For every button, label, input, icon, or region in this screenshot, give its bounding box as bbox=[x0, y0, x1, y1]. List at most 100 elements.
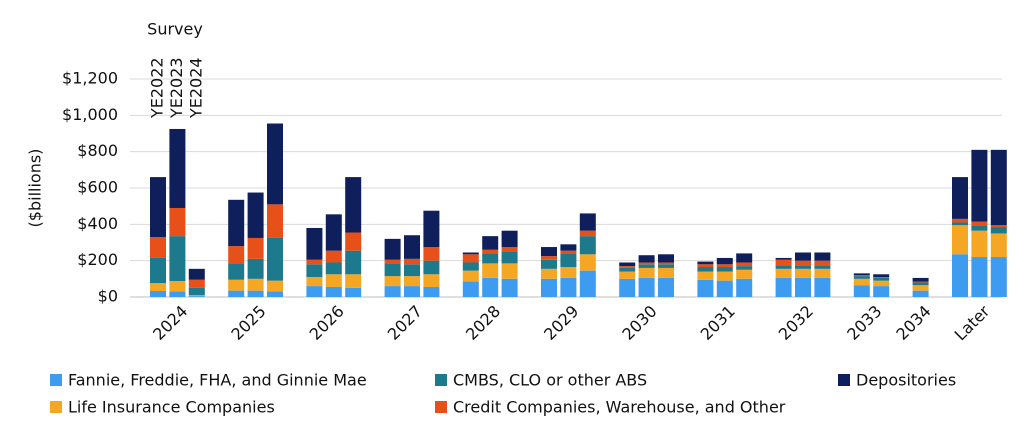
bar-segment bbox=[971, 257, 988, 297]
y-tick-label: $800 bbox=[77, 141, 118, 160]
bar-segment bbox=[150, 291, 166, 297]
bar-segment bbox=[795, 252, 811, 261]
bar-segment bbox=[541, 256, 557, 260]
bar-segment bbox=[384, 259, 401, 264]
bar-segment bbox=[795, 268, 811, 278]
bar-segment bbox=[853, 285, 870, 297]
bar-segment bbox=[853, 276, 870, 279]
legend-swatch bbox=[50, 401, 62, 413]
bar-segment bbox=[716, 280, 733, 297]
bar-segment bbox=[658, 254, 674, 263]
bar-segment bbox=[501, 230, 518, 248]
x-tick-label: Later bbox=[951, 301, 994, 344]
bar-segment bbox=[462, 262, 479, 271]
bar-segment bbox=[638, 264, 655, 268]
bar-segment bbox=[697, 267, 714, 272]
bar-segment bbox=[169, 207, 186, 237]
bar-segment bbox=[912, 290, 929, 297]
bar-segment bbox=[853, 273, 870, 276]
legend-label: Life Insurance Companies bbox=[68, 398, 275, 417]
bar-segment bbox=[990, 257, 1007, 297]
bar-segment bbox=[228, 263, 245, 280]
bar-segment bbox=[814, 265, 831, 269]
y-tick-label: $1,000 bbox=[62, 105, 118, 124]
bar-segment bbox=[990, 233, 1007, 258]
bar-segment bbox=[560, 244, 577, 251]
survey-label: YE2023 bbox=[167, 57, 186, 119]
bar-segment bbox=[247, 258, 264, 279]
x-tick-label: 2032 bbox=[775, 302, 817, 344]
bar-segment bbox=[345, 274, 362, 288]
bar-segment bbox=[697, 261, 714, 265]
bar-segment bbox=[541, 278, 557, 297]
bar-segment bbox=[971, 230, 988, 258]
survey-label: YE2024 bbox=[186, 57, 205, 119]
bar-segment bbox=[462, 270, 479, 282]
survey-label: YE2022 bbox=[148, 57, 167, 119]
bar-segment bbox=[853, 278, 870, 286]
bar-segment bbox=[990, 225, 1007, 228]
bar-segment bbox=[579, 236, 596, 255]
bar-segment bbox=[736, 253, 753, 263]
bar-segment bbox=[541, 268, 557, 279]
bar-segment bbox=[150, 237, 166, 258]
bar-segment bbox=[462, 254, 479, 263]
bar-segment bbox=[169, 291, 186, 297]
bar-segment bbox=[501, 278, 518, 297]
bar-segment bbox=[952, 225, 968, 255]
bar-segment bbox=[267, 237, 283, 281]
bar-segment bbox=[736, 278, 753, 297]
bar-segment bbox=[716, 271, 733, 281]
bar-segment bbox=[228, 290, 245, 297]
bar-segment bbox=[658, 277, 674, 297]
bar-segment bbox=[775, 257, 792, 260]
bar-segment bbox=[306, 286, 323, 297]
bar-segment bbox=[697, 271, 714, 280]
y-tick-label: $600 bbox=[77, 178, 118, 197]
y-axis-label: ($billions) bbox=[26, 149, 45, 228]
bar-segment bbox=[619, 267, 636, 272]
bar-segment bbox=[169, 128, 186, 208]
bar-segment bbox=[169, 281, 186, 292]
bar-segment bbox=[306, 259, 323, 265]
bar-segment bbox=[188, 295, 205, 297]
bar-segment bbox=[345, 287, 362, 297]
bar-segment bbox=[384, 238, 401, 260]
legend-swatch bbox=[435, 401, 447, 413]
bar-segment bbox=[560, 267, 577, 278]
bar-segment bbox=[325, 250, 342, 263]
bar-segment bbox=[267, 291, 283, 297]
bar-segment bbox=[619, 278, 636, 297]
bar-segment bbox=[482, 236, 499, 250]
y-tick-label: $400 bbox=[77, 214, 118, 233]
legend-swatch bbox=[838, 374, 850, 386]
survey-title: Survey bbox=[147, 20, 203, 39]
bar-segment bbox=[384, 276, 401, 287]
bar-segment bbox=[501, 251, 518, 264]
bar-segment bbox=[579, 270, 596, 297]
y-tick-label: $1,200 bbox=[62, 69, 118, 88]
bar-segment bbox=[638, 262, 655, 265]
bar-segment bbox=[325, 287, 342, 297]
y-tick-label: $200 bbox=[77, 250, 118, 269]
bar-segment bbox=[775, 259, 792, 266]
bar-segment bbox=[873, 274, 890, 278]
bar-segment bbox=[188, 296, 205, 297]
bar-segment bbox=[952, 177, 968, 219]
bar-segment bbox=[306, 277, 323, 287]
bar-segment bbox=[325, 274, 342, 288]
bar-segment bbox=[619, 262, 636, 267]
bar-segment bbox=[188, 268, 205, 280]
bar-segment bbox=[345, 250, 362, 275]
bar-segment bbox=[716, 257, 733, 265]
bar-segment bbox=[188, 279, 205, 288]
bar-segment bbox=[404, 286, 420, 297]
bar-segment bbox=[579, 213, 596, 231]
bar-segment bbox=[697, 264, 714, 268]
x-tick-label: 2024 bbox=[149, 302, 191, 344]
y-tick-label: $0 bbox=[98, 287, 118, 306]
bar-segment bbox=[423, 274, 440, 288]
bar-segment bbox=[579, 254, 596, 271]
bar-segment bbox=[716, 264, 733, 268]
bar-segment bbox=[912, 285, 929, 291]
